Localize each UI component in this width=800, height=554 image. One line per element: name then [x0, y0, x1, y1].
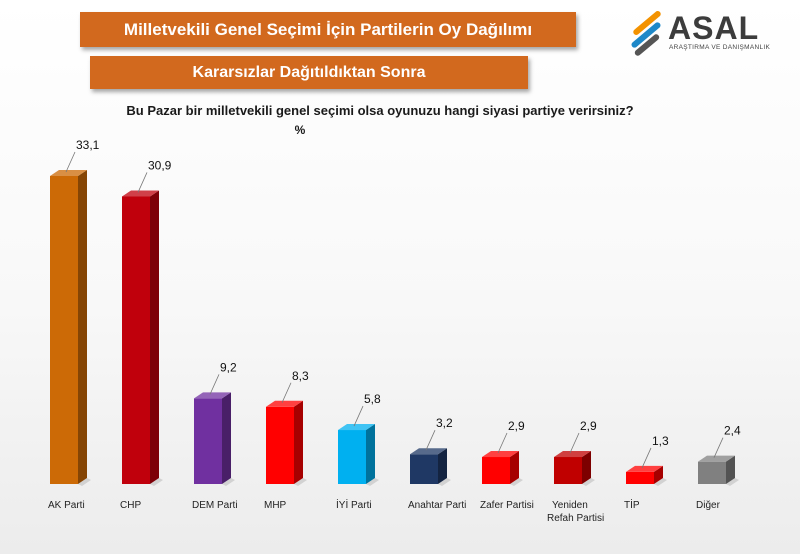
bar: [338, 430, 366, 484]
x-tick-label: Zafer Partisi: [480, 500, 534, 511]
data-label: 1,3: [652, 434, 669, 448]
data-label: 2,9: [580, 419, 597, 433]
bar-side: [438, 448, 447, 484]
bar-side: [294, 400, 303, 484]
bar-shadow: [654, 478, 667, 486]
bar-shadow: [438, 478, 451, 486]
bar-shadow: [150, 478, 163, 486]
bar-side: [78, 170, 87, 484]
bar: [698, 461, 726, 484]
bar-top: [410, 448, 447, 455]
bar-shadow: [78, 478, 91, 486]
x-tick-label: MHP: [264, 500, 287, 511]
x-tick-label: DEM Parti: [192, 500, 238, 511]
data-label: 30,9: [148, 158, 172, 172]
bar-side: [654, 465, 663, 484]
bar-shadow: [222, 478, 235, 486]
bar-top: [194, 392, 231, 399]
label-leader-line: [281, 382, 292, 403]
bar-shadow: [510, 478, 523, 486]
bar-side: [726, 455, 735, 484]
label-leader-line: [569, 432, 580, 454]
page-title: Milletvekili Genel Seçimi İçin Partileri…: [80, 12, 576, 47]
data-label: 3,2: [436, 416, 453, 430]
bar-top: [698, 455, 735, 462]
bar: [554, 457, 582, 484]
label-leader-line: [65, 151, 76, 173]
asal-logo-icon: [631, 11, 661, 56]
survey-question: Bu Pazar bir milletvekili genel seçimi o…: [126, 103, 634, 118]
x-tick-label: AK Parti: [48, 500, 85, 511]
x-tick-label: CHP: [120, 500, 141, 511]
data-label: 5,8: [364, 392, 381, 406]
data-label: 8,3: [292, 369, 309, 383]
label-leader-line: [425, 430, 436, 451]
bar: [194, 398, 222, 484]
bar: [122, 196, 150, 484]
logo-mark-icon: [631, 11, 661, 56]
bar-top: [266, 400, 303, 407]
x-tick-label: TİP: [624, 498, 640, 511]
bar: [410, 454, 438, 484]
x-tick-label: Yeniden: [552, 500, 588, 511]
logo-tagline: ARAŞTIRMA VE DANIŞMANLIK: [669, 44, 771, 51]
label-leader-line: [713, 437, 724, 458]
unit-label: %: [294, 123, 306, 137]
bar-side: [582, 451, 591, 484]
x-tick-label: Refah Partisi: [547, 513, 604, 524]
logo-brand-name: ASAL: [668, 10, 760, 46]
bar-top: [626, 465, 663, 472]
bar-shadow: [582, 478, 595, 486]
bar-shadow: [726, 478, 739, 486]
x-tick-label: Diğer: [696, 500, 721, 511]
bar-top: [482, 451, 519, 458]
bar: [626, 471, 654, 484]
data-label: 2,9: [508, 419, 525, 433]
bar-shadow: [294, 478, 307, 486]
bar: [50, 176, 78, 484]
label-leader-line: [641, 447, 652, 469]
data-label: 2,4: [724, 424, 741, 438]
bar-top: [50, 170, 87, 176]
bar: [482, 457, 510, 484]
data-label: 33,1: [76, 138, 100, 152]
label-leader-line: [209, 374, 220, 395]
bar-side: [150, 190, 159, 484]
bar-top: [122, 190, 159, 197]
bar-side: [222, 392, 231, 484]
bar-side: [366, 424, 375, 484]
bar: [266, 406, 294, 484]
label-leader-line: [137, 172, 148, 193]
bar-shadow: [366, 478, 379, 486]
x-tick-label: Anahtar Parti: [408, 500, 466, 511]
bar-top: [338, 424, 375, 431]
bar-top: [554, 451, 591, 458]
data-label: 9,2: [220, 360, 237, 374]
label-leader-line: [497, 432, 508, 454]
subtitle-banner: Kararsızlar Dağıtıldıktan Sonra: [90, 56, 528, 89]
bar-side: [510, 451, 519, 484]
label-leader-line: [353, 405, 364, 427]
x-tick-label: İYİ Parti: [336, 498, 372, 511]
